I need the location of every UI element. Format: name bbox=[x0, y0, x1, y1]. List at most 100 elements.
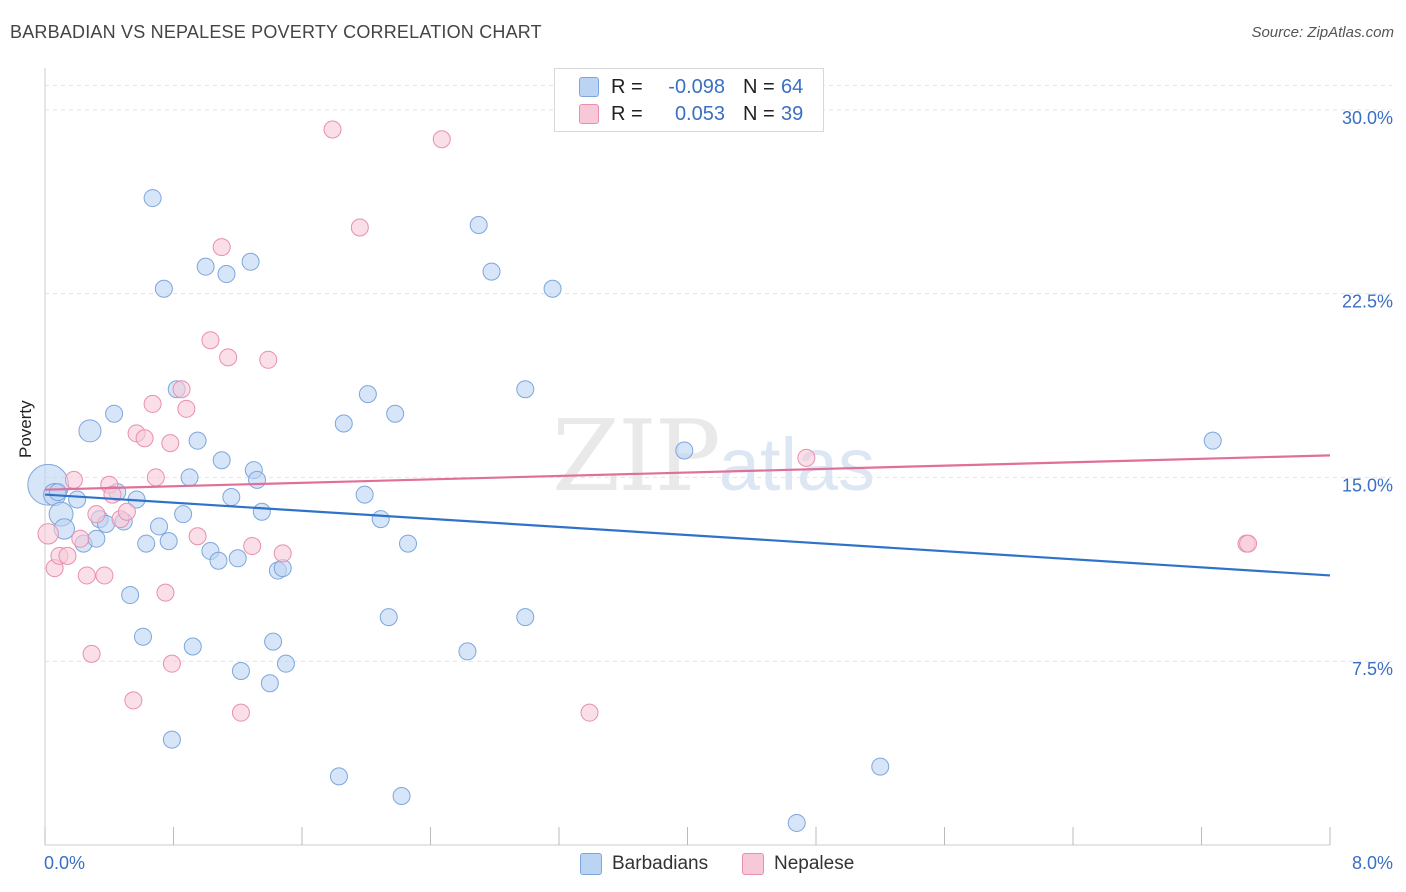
nepalese-point bbox=[273, 544, 292, 563]
barbadian-point bbox=[787, 813, 806, 832]
nepalese-point bbox=[1239, 534, 1258, 553]
barbadian-point bbox=[188, 431, 207, 450]
axes bbox=[44, 68, 1331, 846]
barbadian-point bbox=[1203, 431, 1222, 450]
barbadian-trend-line bbox=[44, 493, 1331, 577]
barbadian-point bbox=[133, 627, 152, 646]
nepalese-point bbox=[188, 527, 207, 546]
barbadian-point bbox=[212, 451, 231, 470]
barbadian-point bbox=[334, 414, 353, 433]
series-label-nepalese: Nepalese bbox=[774, 853, 855, 874]
series-swatch-barbadians bbox=[580, 853, 602, 875]
nepalese-point bbox=[143, 394, 162, 413]
y-tick-label: 15.0% bbox=[1342, 475, 1393, 495]
source-credit: Source: ZipAtlas.com bbox=[1251, 24, 1394, 41]
trend-lines bbox=[44, 454, 1331, 577]
correlation-legend: R = -0.098 N = 64 R = 0.053 N = 39 bbox=[554, 68, 824, 132]
watermark-atlas: atlas bbox=[718, 423, 876, 506]
series-swatch-nepalese bbox=[742, 853, 764, 875]
x-tick-label: 0.0% bbox=[44, 853, 85, 873]
nepalese-point bbox=[124, 691, 143, 710]
series-legend-nepalese[interactable]: Nepalese bbox=[742, 852, 854, 876]
nepalese-point bbox=[162, 654, 181, 673]
barbadian-point bbox=[260, 674, 279, 693]
y-tick-label: 7.5% bbox=[1352, 659, 1393, 679]
barbadian-point bbox=[276, 654, 295, 673]
y-tick-label: 22.5% bbox=[1342, 292, 1393, 312]
nepalese-point bbox=[323, 120, 342, 139]
nepalese-point bbox=[77, 566, 96, 585]
barbadian-point bbox=[329, 767, 348, 786]
barbadian-point bbox=[392, 786, 411, 805]
barbadian-point bbox=[543, 279, 562, 298]
barbadian-point bbox=[48, 483, 67, 502]
nepalese-point bbox=[243, 537, 262, 556]
nepalese-point bbox=[212, 238, 231, 257]
nepalese-trend-line bbox=[44, 454, 1331, 491]
legend-row-nepalese: R = 0.053 N = 39 bbox=[579, 101, 803, 127]
nepalese-point bbox=[259, 350, 278, 369]
legend-r-label: R = bbox=[611, 102, 643, 125]
nepalese-point bbox=[580, 703, 599, 722]
barbadian-point bbox=[516, 608, 535, 627]
nepalese-point bbox=[135, 429, 154, 448]
barbadian-point bbox=[162, 730, 181, 749]
nepalese-point bbox=[219, 348, 238, 367]
barbadian-point bbox=[379, 608, 398, 627]
series-legend-barbadians[interactable]: Barbadians bbox=[580, 852, 708, 876]
barbadian-point bbox=[183, 637, 202, 656]
barbadian-point bbox=[871, 757, 890, 776]
barbadian-point bbox=[231, 662, 250, 681]
barbadian-point bbox=[399, 534, 418, 553]
barbadian-point bbox=[217, 265, 236, 284]
watermark: ZIPatlas bbox=[552, 400, 875, 514]
barbadian-point bbox=[386, 404, 405, 423]
barbadian-point bbox=[105, 404, 124, 423]
nepalese-point bbox=[64, 470, 83, 489]
nepalese-point bbox=[87, 505, 106, 524]
legend-swatch-barbadians bbox=[579, 77, 599, 97]
legend-row-barbadians: R = -0.098 N = 64 bbox=[579, 74, 803, 100]
nepalese-point bbox=[350, 218, 369, 237]
nepalese-point bbox=[156, 583, 175, 602]
barbadian-point bbox=[222, 488, 241, 507]
barbadian-point bbox=[121, 586, 140, 605]
nepalese-point bbox=[172, 380, 191, 399]
legend-n-label: N = bbox=[743, 75, 775, 98]
nepalese-point bbox=[71, 529, 90, 548]
tick-labels: 7.5% 15.0% 22.5% 30.0% 0.0% 8.0% bbox=[44, 108, 1393, 873]
legend-r-label: R = bbox=[611, 75, 643, 98]
barbadian-point bbox=[675, 441, 694, 460]
barbadian-point bbox=[209, 551, 228, 570]
nepalese-point bbox=[797, 448, 816, 467]
chart-title: BARBADIAN VS NEPALESE POVERTY CORRELATIO… bbox=[10, 22, 542, 42]
legend-swatch-nepalese bbox=[579, 104, 599, 124]
barbadian-point bbox=[241, 252, 260, 271]
nepalese-point bbox=[201, 331, 220, 350]
x-tick-label: 8.0% bbox=[1352, 853, 1393, 873]
nepalese-point bbox=[177, 399, 196, 418]
nepalese-point bbox=[161, 434, 180, 453]
nepalese-point bbox=[95, 566, 114, 585]
barbadian-point bbox=[87, 529, 106, 548]
nepalese-point bbox=[58, 546, 77, 565]
barbadian-point bbox=[174, 505, 193, 524]
watermark-zip: ZIP bbox=[552, 400, 721, 514]
barbadian-point bbox=[180, 468, 199, 487]
barbadian-point bbox=[355, 485, 374, 504]
barbadian-point bbox=[516, 380, 535, 399]
nepalese-point bbox=[231, 703, 250, 722]
barbadian-point bbox=[248, 470, 267, 489]
y-axis-label: Poverty bbox=[16, 400, 35, 458]
barbadian-point bbox=[137, 534, 156, 553]
barbadian-point bbox=[68, 490, 87, 509]
barbadian-point bbox=[154, 279, 173, 298]
nepalese-point bbox=[146, 468, 165, 487]
barbadian-point bbox=[469, 216, 488, 235]
barbadian-point bbox=[196, 257, 215, 276]
barbadian-point bbox=[252, 502, 271, 521]
points bbox=[27, 120, 1258, 832]
legend-n-label: N = bbox=[743, 102, 775, 125]
barbadian-point bbox=[264, 632, 283, 651]
